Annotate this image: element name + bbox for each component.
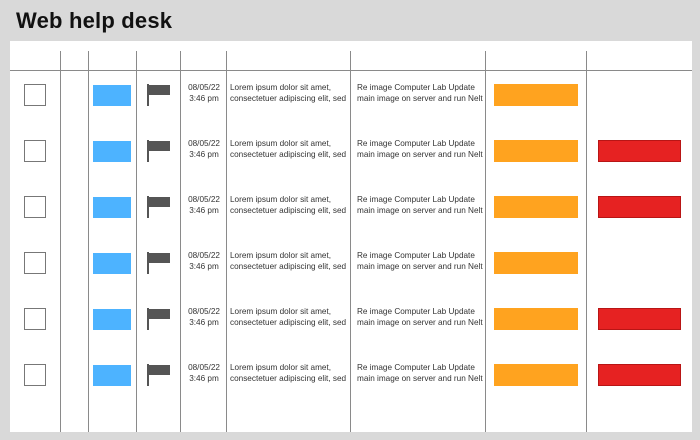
description-cell: Lorem ipsum dolor sit amet, consectetuer …: [230, 194, 348, 216]
row-checkbox[interactable]: [24, 196, 46, 218]
column-divider: [586, 51, 587, 432]
alert-status-bar[interactable]: [598, 364, 681, 386]
flag-icon[interactable]: [146, 195, 172, 219]
subject-line: main image on server and run Nelt: [357, 318, 483, 327]
table-row[interactable]: 08/05/22 3:46 pm Lorem ipsum dolor sit ame…: [10, 238, 692, 294]
subject-line: main image on server and run Nelt: [357, 262, 483, 271]
description-line: Lorem ipsum dolor sit amet,: [230, 195, 332, 204]
priority-status-bar[interactable]: [494, 308, 578, 330]
ticket-time: 3:46 pm: [189, 94, 219, 103]
subject-line: Re image Computer Lab Update: [357, 139, 475, 148]
subject-line: main image on server and run Nelt: [357, 374, 483, 383]
ticket-time: 3:46 pm: [189, 318, 219, 327]
row-checkbox[interactable]: [24, 84, 46, 106]
description-line: Lorem ipsum dolor sit amet,: [230, 83, 332, 92]
flag-icon[interactable]: [146, 251, 172, 275]
ticket-date: 08/05/22: [188, 83, 220, 92]
ticket-time: 3:46 pm: [189, 150, 219, 159]
ticket-time: 3:46 pm: [189, 262, 219, 271]
category-tag[interactable]: [93, 85, 131, 106]
subject-line: main image on server and run Nelt: [357, 206, 483, 215]
column-divider: [88, 51, 89, 432]
description-line: consectetuer adipiscing elit, sed: [230, 150, 347, 159]
description-line: consectetuer adipiscing elit, sed: [230, 206, 347, 215]
subject-line: main image on server and run Nelt: [357, 150, 483, 159]
subject-cell: Re image Computer Lab Update main image o…: [357, 362, 485, 384]
date-cell: 08/05/22 3:46 pm: [182, 82, 226, 104]
ticket-time: 3:46 pm: [189, 374, 219, 383]
category-tag[interactable]: [93, 141, 131, 162]
flag-icon[interactable]: [146, 83, 172, 107]
ticket-date: 08/05/22: [188, 195, 220, 204]
category-tag[interactable]: [93, 197, 131, 218]
category-tag[interactable]: [93, 309, 131, 330]
table-header-divider: [10, 70, 692, 71]
alert-status-bar[interactable]: [598, 196, 681, 218]
date-cell: 08/05/22 3:46 pm: [182, 362, 226, 384]
description-cell: Lorem ipsum dolor sit amet, consectetuer …: [230, 250, 348, 272]
description-cell: Lorem ipsum dolor sit amet, consectetuer …: [230, 306, 348, 328]
toolbar-strip: [10, 41, 692, 51]
column-divider: [180, 51, 181, 432]
ticket-date: 08/05/22: [188, 251, 220, 260]
subject-line: Re image Computer Lab Update: [357, 307, 475, 316]
column-divider: [350, 51, 351, 432]
column-divider: [60, 51, 61, 432]
alert-status-bar[interactable]: [598, 308, 681, 330]
date-cell: 08/05/22 3:46 pm: [182, 138, 226, 160]
description-line: Lorem ipsum dolor sit amet,: [230, 251, 332, 260]
subject-cell: Re image Computer Lab Update main image o…: [357, 194, 485, 216]
table-row[interactable]: 08/05/22 3:46 pm Lorem ipsum dolor sit ame…: [10, 126, 692, 182]
subject-line: Re image Computer Lab Update: [357, 251, 475, 260]
row-checkbox[interactable]: [24, 140, 46, 162]
column-divider: [226, 51, 227, 432]
ticket-time: 3:46 pm: [189, 206, 219, 215]
category-tag[interactable]: [93, 365, 131, 386]
description-line: Lorem ipsum dolor sit amet,: [230, 307, 332, 316]
date-cell: 08/05/22 3:46 pm: [182, 250, 226, 272]
table-row[interactable]: 08/05/22 3:46 pm Lorem ipsum dolor sit ame…: [10, 350, 692, 406]
category-tag[interactable]: [93, 253, 131, 274]
page-title: Web help desk: [16, 8, 173, 33]
priority-status-bar[interactable]: [494, 84, 578, 106]
subject-line: main image on server and run Nelt: [357, 94, 483, 103]
description-line: consectetuer adipiscing elit, sed: [230, 94, 347, 103]
description-cell: Lorem ipsum dolor sit amet, consectetuer …: [230, 362, 348, 384]
table-row[interactable]: 08/05/22 3:46 pm Lorem ipsum dolor sit ame…: [10, 294, 692, 350]
flag-icon[interactable]: [146, 307, 172, 331]
subject-cell: Re image Computer Lab Update main image o…: [357, 138, 485, 160]
table-row[interactable]: 08/05/22 3:46 pm Lorem ipsum dolor sit ame…: [10, 182, 692, 238]
subject-cell: Re image Computer Lab Update main image o…: [357, 82, 485, 104]
subject-line: Re image Computer Lab Update: [357, 363, 475, 372]
description-line: consectetuer adipiscing elit, sed: [230, 262, 347, 271]
description-line: Lorem ipsum dolor sit amet,: [230, 139, 332, 148]
ticket-date: 08/05/22: [188, 363, 220, 372]
subject-cell: Re image Computer Lab Update main image o…: [357, 306, 485, 328]
column-divider: [136, 51, 137, 432]
priority-status-bar[interactable]: [494, 140, 578, 162]
ticket-date: 08/05/22: [188, 139, 220, 148]
column-divider: [485, 51, 486, 432]
description-line: Lorem ipsum dolor sit amet,: [230, 363, 332, 372]
description-line: consectetuer adipiscing elit, sed: [230, 374, 347, 383]
row-checkbox[interactable]: [24, 308, 46, 330]
row-checkbox[interactable]: [24, 364, 46, 386]
priority-status-bar[interactable]: [494, 252, 578, 274]
priority-status-bar[interactable]: [494, 364, 578, 386]
subject-cell: Re image Computer Lab Update main image o…: [357, 250, 485, 272]
description-cell: Lorem ipsum dolor sit amet, consectetuer …: [230, 138, 348, 160]
description-line: consectetuer adipiscing elit, sed: [230, 318, 347, 327]
flag-icon[interactable]: [146, 363, 172, 387]
date-cell: 08/05/22 3:46 pm: [182, 306, 226, 328]
row-checkbox[interactable]: [24, 252, 46, 274]
subject-line: Re image Computer Lab Update: [357, 83, 475, 92]
priority-status-bar[interactable]: [494, 196, 578, 218]
alert-status-bar[interactable]: [598, 140, 681, 162]
table-row[interactable]: 08/05/22 3:46 pm Lorem ipsum dolor sit ame…: [10, 70, 692, 126]
flag-icon[interactable]: [146, 139, 172, 163]
date-cell: 08/05/22 3:46 pm: [182, 194, 226, 216]
subject-line: Re image Computer Lab Update: [357, 195, 475, 204]
ticket-date: 08/05/22: [188, 307, 220, 316]
description-cell: Lorem ipsum dolor sit amet, consectetuer …: [230, 82, 348, 104]
